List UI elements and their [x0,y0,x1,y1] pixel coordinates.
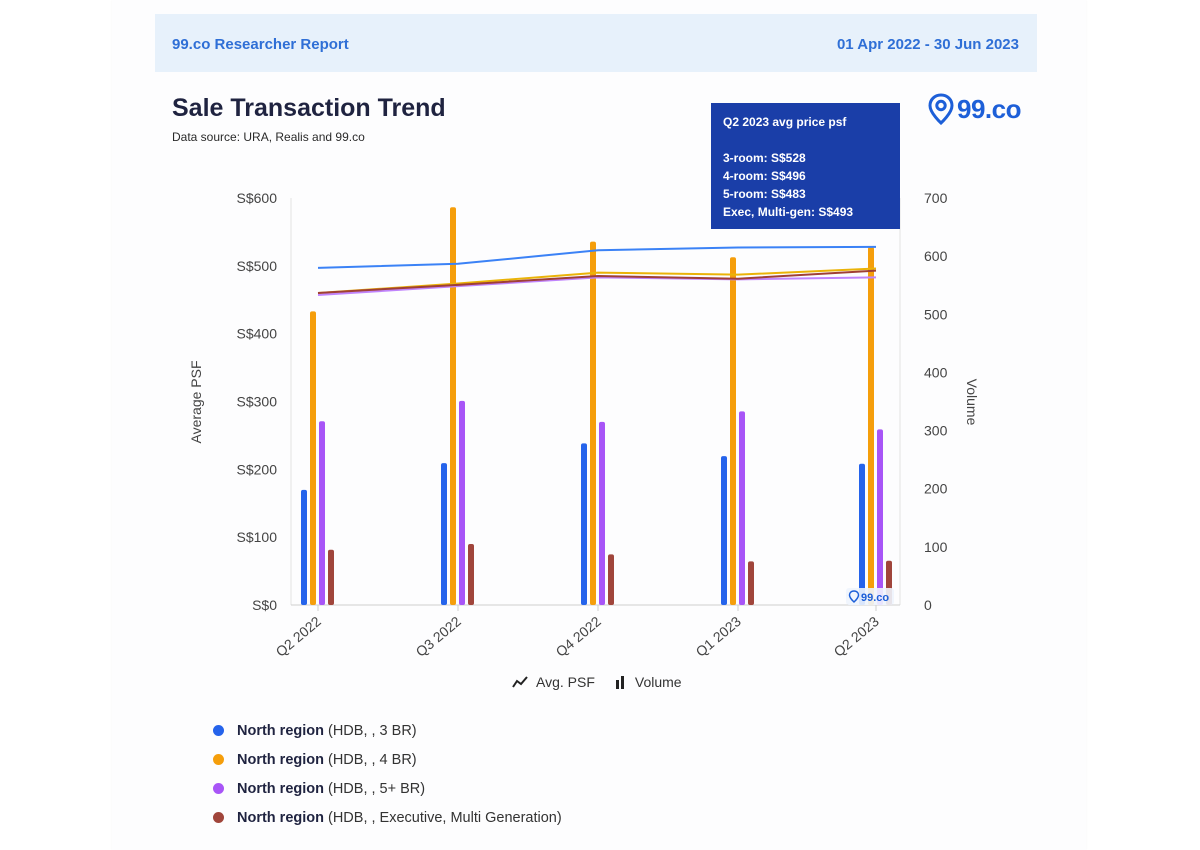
y-right-tick-label: 300 [924,423,948,439]
y-right-tick-label: 200 [924,481,948,497]
legend-dot [213,754,224,765]
legend-volume-label: Volume [634,674,682,690]
y-right-tick-label: 700 [924,190,948,206]
y-left-tick-label: S$200 [237,461,278,477]
y-left-tick-label: S$500 [237,258,278,274]
y-left-tick-label: S$0 [252,597,277,613]
volume-bar [581,443,587,605]
y-right-tick-label: 0 [924,597,932,613]
avg-psf-line [317,276,877,296]
volume-bar [441,463,447,605]
chart-title: Sale Transaction Trend [172,94,446,122]
volume-bar [721,456,727,605]
series-legend-item[interactable]: North region (HDB, , 3 BR) [213,716,562,745]
chart-subtitle: Data source: URA, Realis and 99.co [172,130,365,144]
avg-psf-line [317,269,877,294]
volume-bar [328,549,334,605]
series-legend: North region (HDB, , 3 BR) North region … [213,716,562,832]
legend-detail: (HDB, , 5+ BR) [328,780,426,797]
volume-bar [310,311,316,605]
avg-psf-line [317,245,877,269]
legend-dot [213,812,224,823]
volume-bar [319,421,325,605]
series-legend-item[interactable]: North region (HDB, , 4 BR) [213,745,562,774]
watermark-text: 99.co [861,592,889,604]
volume-bar [739,411,745,605]
legend-avg-psf[interactable]: Avg. PSF [512,674,595,690]
volume-bar [590,241,596,605]
tooltip-line: 5-room: S$483 [723,187,806,201]
volume-bar [748,561,754,605]
x-tick-label: Q3 2022 [412,613,464,660]
report-title: 99.co Researcher Report [172,36,349,53]
volume-bar [868,246,874,605]
y-left-tick-label: S$100 [237,529,278,545]
y-right-tick-label: 500 [924,306,948,322]
line-chart-icon [512,676,528,688]
location-pin-icon [928,93,954,125]
tooltip-line: 4-room: S$496 [723,169,806,183]
volume-bar [730,257,736,605]
volume-bar [608,554,614,605]
volume-bar [468,543,474,605]
tooltip-heading: Q2 2023 avg price psf [723,115,847,129]
x-tick-label: Q1 2023 [692,613,744,660]
series-legend-item[interactable]: North region (HDB, , 5+ BR) [213,774,562,803]
y-left-tick-label: S$600 [237,190,278,206]
volume-bar [859,463,865,605]
legend-region: North region [237,751,324,768]
x-tick-label: Q2 2022 [272,613,324,660]
tooltip-line: 3-room: S$528 [723,151,806,165]
logo-text: 99.co [957,93,1022,124]
x-tick-label: Q2 2023 [830,613,882,660]
legend-dot [213,783,224,794]
legend-avg-psf-label: Avg. PSF [536,674,595,690]
tooltip-line: Exec, Multi-gen: S$493 [723,205,854,219]
chart-watermark: 99.co [846,588,894,605]
tooltip-q2-2023: Q2 2023 avg price psf 3-room: S$528 4-ro… [711,103,900,229]
volume-bar [450,207,456,605]
volume-bar [877,429,883,605]
y-right-tick-label: 100 [924,539,948,555]
y-left-tick-label: S$400 [237,326,278,342]
legend-detail: (HDB, , Executive, Multi Generation) [328,809,562,826]
legend-detail: (HDB, , 4 BR) [328,751,417,768]
bar-chart-icon [615,676,624,689]
legend-region: North region [237,722,324,739]
brand-logo: 99.co [928,93,1022,125]
chart-type-legend: Avg. PSF Volume [512,674,700,690]
y-right-tick-label: 600 [924,248,948,264]
report-header [155,14,1037,72]
volume-bar [459,400,465,605]
y-right-axis-label: Volume [964,379,980,426]
legend-volume[interactable]: Volume [613,674,682,690]
legend-dot [213,725,224,736]
y-right-tick-label: 400 [924,364,948,380]
legend-detail: (HDB, , 3 BR) [328,722,417,739]
volume-bar [301,489,307,605]
series-legend-item[interactable]: North region (HDB, , Executive, Multi Ge… [213,803,562,832]
y-left-tick-label: S$300 [237,394,278,410]
volume-bar [599,421,605,605]
x-tick-label: Q4 2022 [552,613,604,660]
legend-region: North region [237,809,324,826]
report-date-range: 01 Apr 2022 - 30 Jun 2023 [836,36,1019,53]
watermark-pin-icon [848,590,860,604]
legend-region: North region [237,780,324,797]
y-left-axis-label: Average PSF [188,360,204,443]
